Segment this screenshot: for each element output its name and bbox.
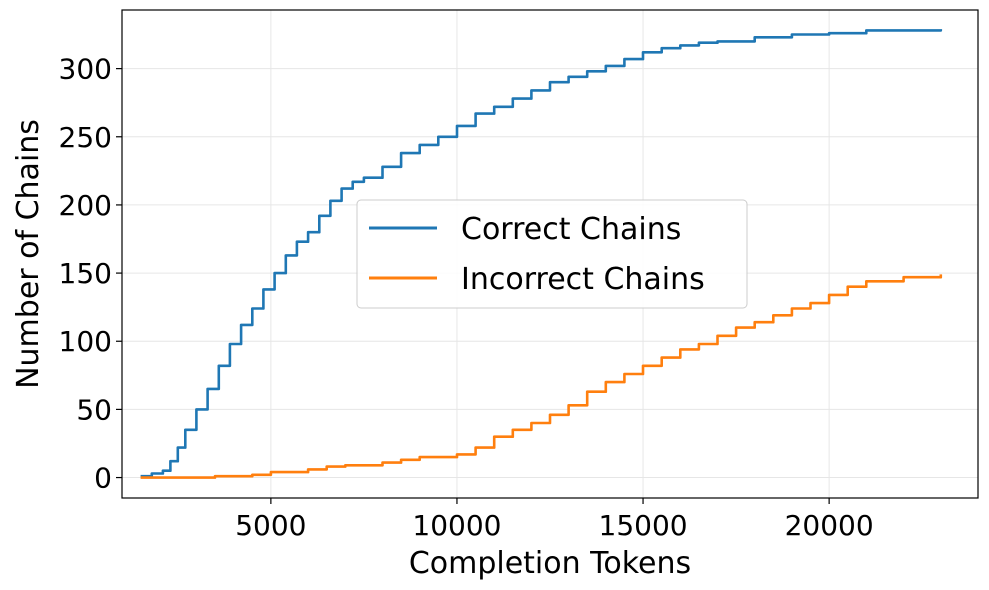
y-axis-ticks: 0 50 100 150 200 250 300 — [59, 53, 122, 495]
series-line-incorrect — [140, 274, 943, 479]
legend: Correct Chains Incorrect Chains — [356, 199, 748, 309]
y-tick-label: 200 — [59, 189, 112, 222]
plot-frame — [121, 9, 979, 499]
y-tick-label: 250 — [59, 121, 112, 154]
y-tick-label: 300 — [59, 53, 112, 86]
x-tick-label: 5000 — [235, 509, 306, 542]
y-tick-label: 150 — [59, 257, 112, 290]
legend-box — [356, 199, 748, 309]
series-layer — [140, 29, 943, 479]
x-tick-label: 20000 — [785, 509, 874, 542]
x-tick-label: 15000 — [599, 509, 688, 542]
x-tick-label: 10000 — [412, 509, 501, 542]
y-tick-label: 0 — [94, 462, 112, 495]
y-axis-label: Number of Chains — [11, 119, 46, 389]
legend-entry: Correct Chains — [461, 212, 681, 247]
y-tick-label: 50 — [76, 393, 112, 426]
x-axis-label: Completion Tokens — [409, 546, 691, 581]
legend-entry: Incorrect Chains — [461, 262, 705, 297]
y-tick-label: 100 — [59, 325, 112, 358]
x-axis-ticks: 5000 10000 15000 20000 — [235, 498, 874, 542]
series-line-correct — [140, 29, 943, 478]
